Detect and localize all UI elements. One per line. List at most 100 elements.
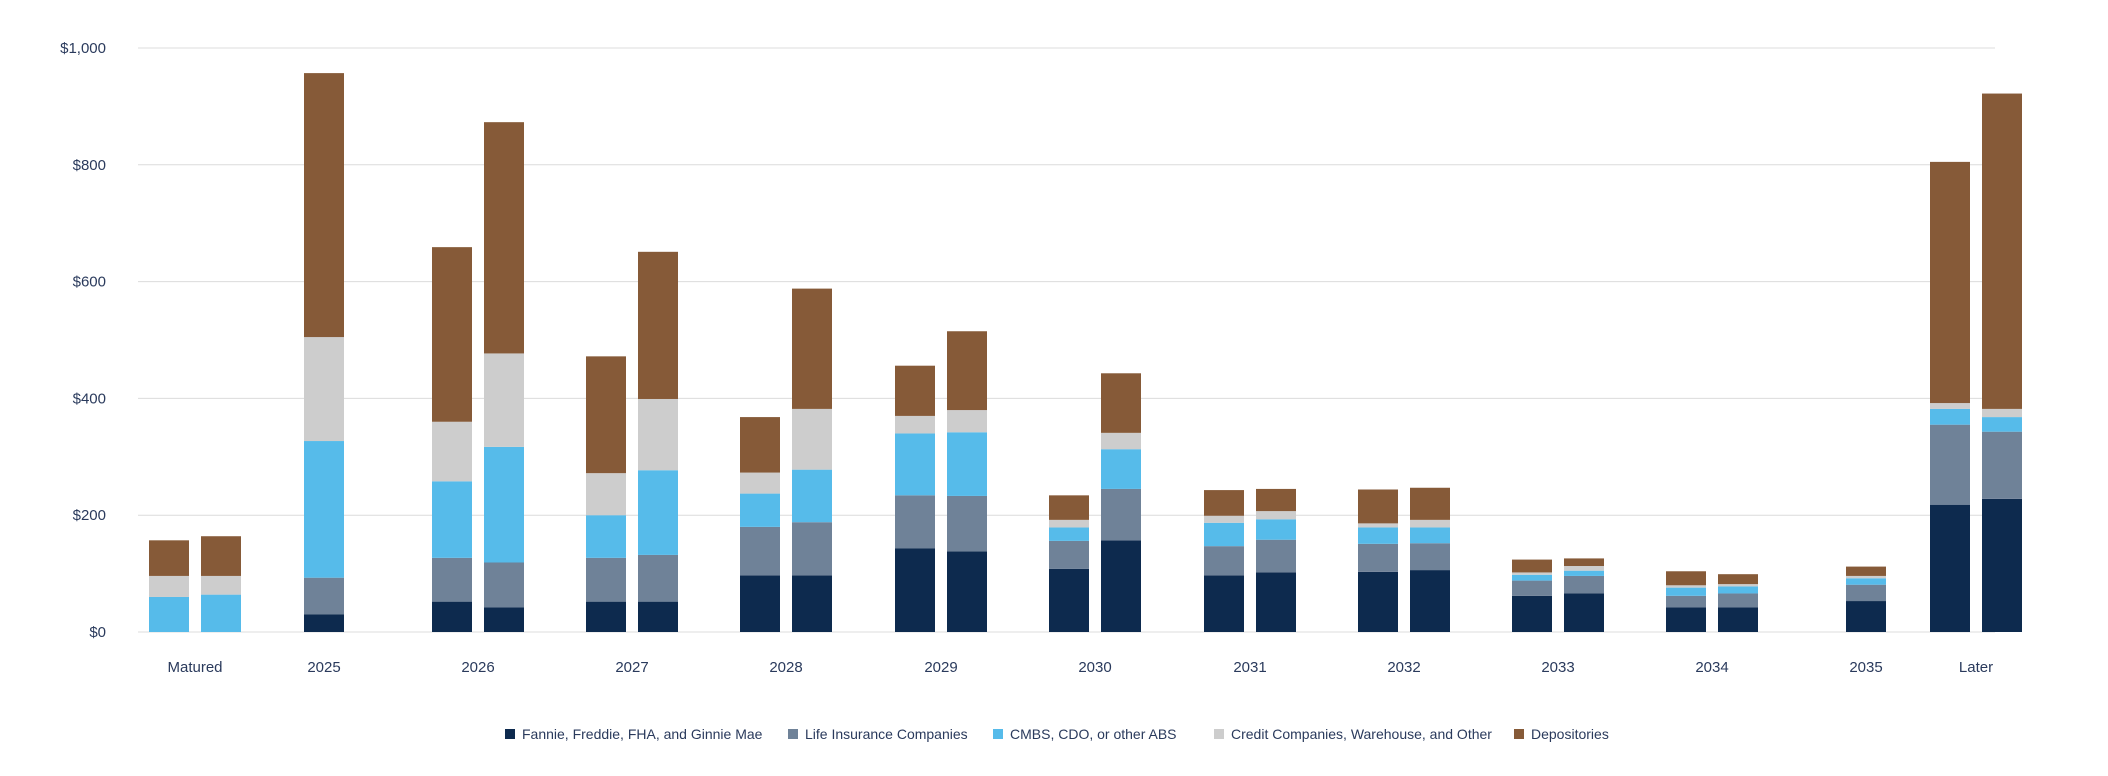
bar-segment xyxy=(740,472,780,494)
bar-segment xyxy=(792,469,832,523)
bar-segment xyxy=(1358,489,1398,524)
bar-segment xyxy=(1256,539,1296,573)
bar-segment xyxy=(1718,574,1758,585)
bar-segment xyxy=(1930,161,1970,404)
bar-segment xyxy=(1512,574,1552,581)
bar-segment xyxy=(1049,527,1089,541)
x-tick-label: 2033 xyxy=(1541,659,1574,676)
y-tick-label: $1,000 xyxy=(60,40,106,57)
bar-segment xyxy=(1512,559,1552,573)
bar-segment xyxy=(947,432,987,496)
bar-segment xyxy=(432,557,472,602)
bar-segment xyxy=(304,337,344,442)
bar-segment xyxy=(638,398,678,471)
bar-segment xyxy=(149,596,189,632)
bar-stack xyxy=(1666,571,1706,632)
x-tick-label: 2032 xyxy=(1387,659,1420,676)
bar-segment xyxy=(1564,558,1604,567)
bar-segment xyxy=(1410,519,1450,528)
bar-stack xyxy=(1564,558,1604,632)
bar-segment xyxy=(1358,527,1398,544)
bar-stack xyxy=(895,365,935,632)
bar-segment xyxy=(1049,540,1089,569)
bar-segment xyxy=(586,601,626,632)
bar-segment xyxy=(149,575,189,597)
bar-segment xyxy=(1930,403,1970,409)
legend-label: CMBS, CDO, or other ABS xyxy=(1010,726,1177,742)
bar-segment xyxy=(1846,575,1886,579)
bar-segment xyxy=(947,331,987,411)
y-tick-label: $800 xyxy=(73,157,106,174)
bar-segment xyxy=(1101,373,1141,433)
bar-segment xyxy=(1930,424,1970,505)
bar-segment xyxy=(1358,543,1398,572)
bar-segment xyxy=(1564,593,1604,632)
bar-segment xyxy=(201,536,241,576)
bar-segment xyxy=(1930,504,1970,632)
bar-segment xyxy=(1410,570,1450,632)
bar-segment xyxy=(895,548,935,632)
bar-segment xyxy=(1666,587,1706,596)
bar-segment xyxy=(1410,487,1450,520)
bar-segment xyxy=(1564,575,1604,594)
bar-stack xyxy=(1410,487,1450,632)
bar-segment xyxy=(895,415,935,434)
legend-item: CMBS, CDO, or other ABS xyxy=(993,726,1177,742)
bar-segment xyxy=(432,421,472,482)
bar-segment xyxy=(1982,408,2022,418)
bar-segment xyxy=(1982,93,2022,409)
bar-segment xyxy=(1666,571,1706,586)
bar-segment xyxy=(1982,498,2022,632)
bar-stack xyxy=(304,73,344,632)
bar-segment xyxy=(1846,584,1886,602)
y-tick-label: $600 xyxy=(73,274,106,291)
bar-segment xyxy=(149,540,189,576)
bar-segment xyxy=(1049,495,1089,520)
bar-segment xyxy=(1564,566,1604,571)
legend-swatch xyxy=(505,729,515,739)
bar-segment xyxy=(1049,568,1089,632)
legend-label: Fannie, Freddie, FHA, and Ginnie Mae xyxy=(522,726,763,742)
bar-segment xyxy=(1718,586,1758,594)
legend-label: Depositories xyxy=(1531,726,1609,742)
bar-stack xyxy=(1358,489,1398,632)
bar-segment xyxy=(1358,571,1398,632)
bar-segment xyxy=(1718,607,1758,632)
bar-segment xyxy=(484,607,524,632)
bar-segment xyxy=(1049,519,1089,528)
bar-segment xyxy=(432,481,472,558)
legend-swatch xyxy=(788,729,798,739)
bar-stack xyxy=(484,122,524,632)
bar-segment xyxy=(947,495,987,552)
bar-segment xyxy=(1358,523,1398,528)
bar-segment xyxy=(1410,543,1450,571)
bar-segment xyxy=(1718,584,1758,587)
bar-segment xyxy=(586,515,626,558)
bar-segment xyxy=(1512,572,1552,575)
bar-stack xyxy=(1512,559,1552,632)
bar-stack xyxy=(1930,161,1970,632)
bar-segment xyxy=(1930,408,1970,425)
x-tick-label: Matured xyxy=(167,659,222,676)
bar-stack xyxy=(1101,373,1141,632)
bar-segment xyxy=(484,122,524,354)
x-axis-ticks: Matured 2025 2026 2027 2028 2029 2030 2031 2032 2… xyxy=(167,659,1993,676)
legend-swatch xyxy=(993,729,1003,739)
bar-stack xyxy=(149,540,189,632)
bar-segment xyxy=(1256,572,1296,632)
bar-stack xyxy=(1204,490,1244,632)
bar-segment xyxy=(432,601,472,632)
bar-stack xyxy=(947,331,987,632)
bar-segment xyxy=(1101,540,1141,632)
y-tick-label: $0 xyxy=(89,624,106,641)
bar-segment xyxy=(1256,511,1296,520)
bar-segment xyxy=(484,562,524,608)
bar-segment xyxy=(1982,431,2022,499)
bar-segment xyxy=(304,577,344,615)
bar-segment xyxy=(1204,522,1244,547)
bar-segment xyxy=(1846,578,1886,585)
bar-segment xyxy=(947,410,987,433)
legend-label: Life Insurance Companies xyxy=(805,726,968,742)
bar-segment xyxy=(947,551,987,632)
